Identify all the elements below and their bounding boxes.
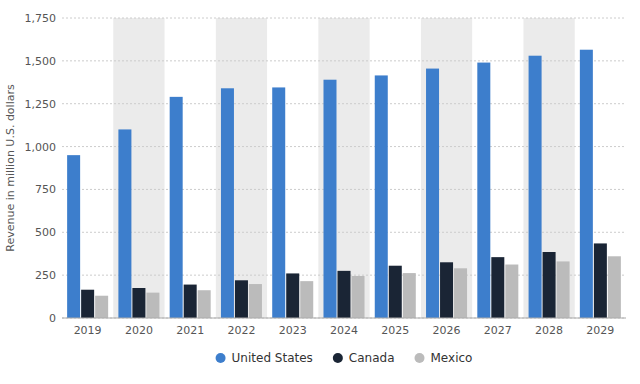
y-axis-label: Revenue in million U.S. dollars (4, 84, 17, 252)
y-tick-label: 1,750 (25, 12, 57, 25)
band (523, 18, 574, 318)
bar (580, 50, 593, 318)
bar (594, 243, 607, 318)
legend-label: Canada (349, 351, 395, 365)
bar (272, 87, 285, 318)
bar (249, 284, 262, 318)
bar (221, 88, 234, 318)
legend-marker (415, 353, 425, 363)
bar (184, 285, 197, 318)
x-tick-label: 2029 (586, 324, 614, 337)
bar (529, 56, 542, 318)
x-tick-label: 2025 (381, 324, 409, 337)
bar (286, 273, 299, 318)
x-tick-label: 2028 (535, 324, 563, 337)
x-tick-label: 2024 (330, 324, 358, 337)
legend-marker (216, 353, 226, 363)
bar (454, 268, 467, 318)
bar (477, 63, 490, 318)
bar (132, 288, 145, 318)
bar (375, 75, 388, 318)
bar (300, 281, 313, 318)
bar (198, 290, 211, 318)
x-tick-label: 2023 (279, 324, 307, 337)
legend-label: Mexico (431, 351, 473, 365)
band (318, 18, 369, 318)
y-tick-label: 500 (35, 226, 56, 239)
bar (440, 262, 453, 318)
bar (95, 296, 108, 318)
bar (491, 257, 504, 318)
x-tick-label: 2022 (227, 324, 255, 337)
y-tick-label: 1,500 (25, 55, 57, 68)
bar (146, 293, 159, 318)
bar (67, 155, 80, 318)
x-tick-label: 2019 (74, 324, 102, 337)
bar (323, 80, 336, 318)
y-tick-label: 1,000 (25, 141, 57, 154)
legend: United States Canada Mexico (216, 351, 473, 365)
bar (352, 276, 365, 318)
bar (505, 265, 518, 318)
y-tick-label: 250 (35, 269, 56, 282)
y-tick-label: 1,250 (25, 98, 57, 111)
y-tick-label: 750 (35, 183, 56, 196)
bar (543, 252, 556, 318)
chart: 0 250 500 750 1,000 1,250 1,500 1,750 Revenue in… (0, 0, 640, 384)
bar (608, 256, 621, 318)
x-tick-label: 2021 (176, 324, 204, 337)
bar (557, 261, 570, 318)
bar (235, 280, 248, 318)
bar (170, 97, 183, 318)
y-tick-label: 0 (49, 312, 56, 325)
bar (118, 129, 131, 318)
legend-label: United States (232, 351, 313, 365)
bar (81, 290, 94, 318)
x-axis-line (62, 318, 626, 319)
band (113, 18, 164, 318)
band (421, 18, 472, 318)
bar (337, 271, 350, 318)
x-tick-label: 2026 (433, 324, 461, 337)
x-tick-label: 2027 (484, 324, 512, 337)
bar (403, 273, 416, 318)
grid-line (62, 318, 626, 319)
bar (389, 266, 402, 318)
x-tick-label: 2020 (125, 324, 153, 337)
band (216, 18, 267, 318)
bar (426, 69, 439, 318)
grid-line (62, 18, 626, 19)
legend-marker (333, 353, 343, 363)
